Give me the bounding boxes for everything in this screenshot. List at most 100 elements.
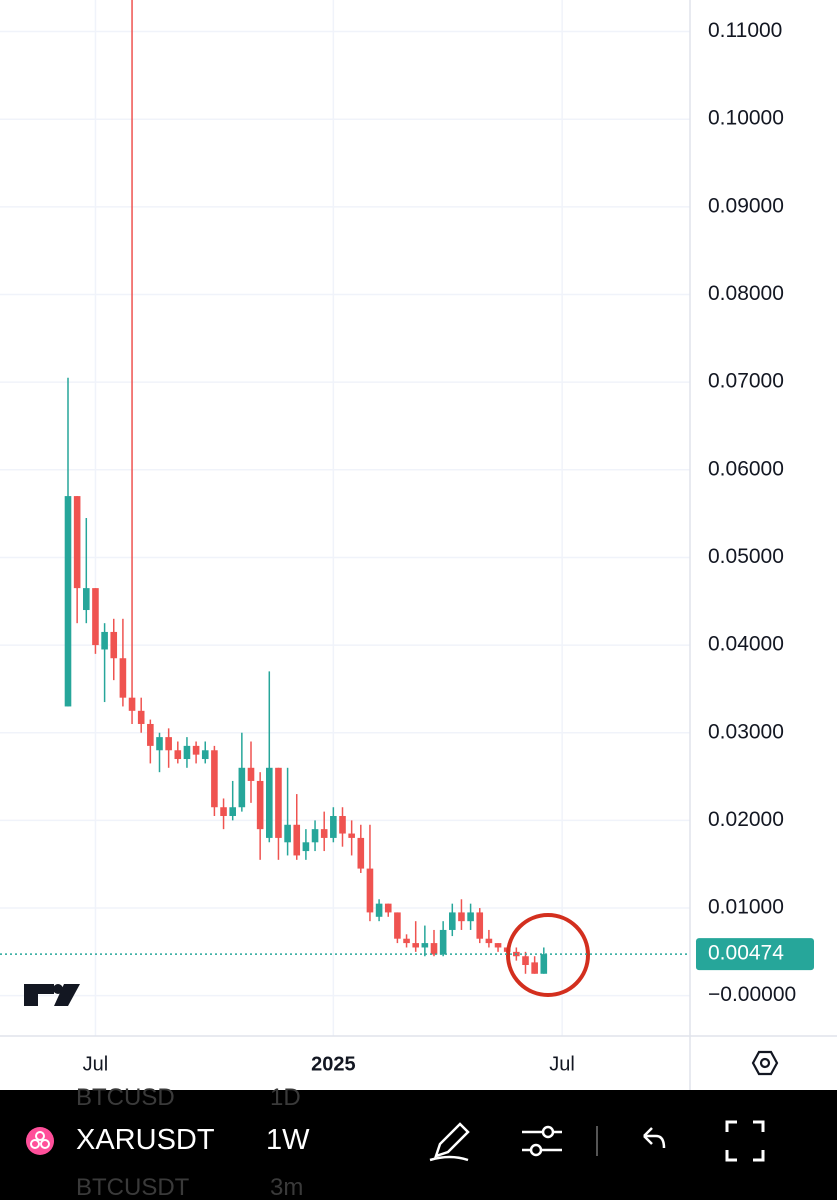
candle xyxy=(384,903,392,917)
candle xyxy=(421,925,429,957)
candle xyxy=(211,745,218,817)
axis-labels: 0.11000 0.10000 0.09000 0.08000 0.07000 0.060… xyxy=(83,19,797,1075)
candle-body xyxy=(201,750,209,760)
y-tick-label: 0.11000 xyxy=(708,19,782,42)
x-tick-label: Jul xyxy=(83,1053,109,1075)
candle xyxy=(430,929,438,957)
y-tick-label: 0.05000 xyxy=(708,545,784,568)
candle-body xyxy=(357,837,365,869)
candle-body xyxy=(366,868,374,913)
toolbar-icons xyxy=(26,1120,765,1162)
candle-body xyxy=(192,745,200,755)
candle xyxy=(531,956,538,974)
candle xyxy=(375,899,383,922)
candle xyxy=(119,618,127,707)
candle-body xyxy=(421,943,429,948)
candle-body xyxy=(302,842,310,852)
ghost-text: BTCUSDT xyxy=(76,1174,190,1201)
annotation-circle xyxy=(506,913,590,997)
candle xyxy=(339,807,346,847)
candle xyxy=(83,518,90,624)
candle-body xyxy=(229,807,236,817)
candle-body xyxy=(284,824,291,843)
last-price-badge xyxy=(696,938,814,971)
candle-body xyxy=(119,658,127,698)
draw-button[interactable] xyxy=(429,1122,470,1162)
candle-body xyxy=(531,962,538,974)
candle xyxy=(458,899,465,930)
candle xyxy=(412,921,419,952)
x-tick-label: Jul xyxy=(549,1053,575,1075)
y-tick-label: −0.00000 xyxy=(708,983,796,1006)
settings-button[interactable] xyxy=(751,1050,779,1076)
candle-body xyxy=(403,938,410,944)
candle-body xyxy=(64,496,72,707)
last-price-label: 0.00474 xyxy=(708,942,784,965)
candle xyxy=(540,947,548,974)
candle-body xyxy=(92,588,99,646)
candle xyxy=(238,732,246,812)
bottom-toolbar: BTCUSD 1D BTCUSDT 3m XARUSDT 1W xyxy=(0,1084,837,1201)
tradingview-logo xyxy=(24,984,80,1006)
candle xyxy=(302,829,310,860)
candle xyxy=(110,618,118,681)
candle xyxy=(64,377,72,707)
candle-body xyxy=(156,737,163,751)
candle xyxy=(320,811,328,852)
candle-body xyxy=(384,903,392,913)
candle xyxy=(366,824,374,922)
candle xyxy=(101,623,108,703)
candle-body xyxy=(73,496,81,589)
interval[interactable]: 1W xyxy=(266,1124,310,1156)
candle-body xyxy=(311,829,319,843)
candle xyxy=(220,798,227,830)
candle xyxy=(485,929,493,948)
candle xyxy=(266,671,273,843)
candle-body xyxy=(101,631,108,650)
candles xyxy=(64,0,548,974)
candle xyxy=(247,741,255,803)
x-tick-label: 2025 xyxy=(311,1053,356,1075)
undo-button[interactable] xyxy=(643,1127,666,1149)
candle-body xyxy=(375,903,383,917)
candle xyxy=(522,951,529,974)
fullscreen-button[interactable] xyxy=(725,1120,765,1162)
candle xyxy=(183,737,191,768)
ghost-text: BTCUSD xyxy=(76,1084,175,1111)
candle-body xyxy=(266,767,273,838)
candle-body xyxy=(485,938,493,944)
y-tick-label: 0.10000 xyxy=(708,107,784,130)
candle xyxy=(147,719,154,764)
candle-body xyxy=(430,943,438,955)
candle-body xyxy=(522,956,529,966)
candle-body xyxy=(220,807,227,817)
y-tick-label: 0.01000 xyxy=(708,896,784,919)
candle-body xyxy=(183,745,191,760)
y-tick-label: 0.08000 xyxy=(708,282,784,305)
candle xyxy=(467,903,474,930)
candle xyxy=(174,741,182,764)
candle-body xyxy=(247,767,255,781)
ghost-text: 1D xyxy=(270,1084,301,1111)
candle-body xyxy=(83,588,90,611)
candle-body xyxy=(449,912,456,930)
ghost-text: 3m xyxy=(270,1174,304,1201)
candle-body xyxy=(293,824,301,856)
candle xyxy=(165,728,172,768)
candle xyxy=(449,903,456,937)
candle-body xyxy=(540,954,548,974)
candle-body xyxy=(439,929,447,955)
candle-body xyxy=(476,912,484,939)
candle xyxy=(330,807,337,843)
candle-body xyxy=(238,767,246,808)
y-tick-label: 0.02000 xyxy=(708,808,784,831)
symbol[interactable]: XARUSDT xyxy=(76,1124,215,1156)
indicators-button[interactable] xyxy=(522,1125,562,1157)
candle xyxy=(311,820,319,852)
candle xyxy=(348,820,355,856)
candle-body xyxy=(394,912,401,939)
candle xyxy=(403,934,410,948)
candle-body xyxy=(256,780,264,830)
candle xyxy=(156,732,163,773)
candle xyxy=(128,0,136,724)
